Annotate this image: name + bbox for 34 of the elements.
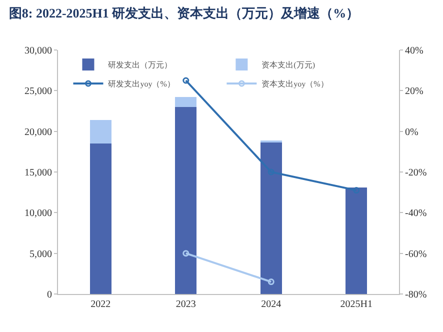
bar <box>346 187 368 294</box>
y2-tick-label: -60% <box>405 248 427 260</box>
x-tick-label: 2022 <box>90 299 111 310</box>
bar <box>175 106 197 294</box>
point <box>182 77 190 84</box>
y2-tick-label: -20% <box>405 168 427 178</box>
y2-tick-label: -40% <box>405 208 427 220</box>
legend-label: 研发支出yoy（%） <box>108 80 175 89</box>
point <box>182 250 190 257</box>
x-tick-label: 2025H1 <box>340 299 372 310</box>
legend-label: 资本支出(万元) <box>262 60 316 70</box>
y-tick-label: 5,000 <box>30 248 52 260</box>
point <box>353 187 360 194</box>
y-tick-label: 25,000 <box>24 86 52 98</box>
y2-tick-label: -80% <box>405 290 427 300</box>
legend-label: 资本支出yoy（%） <box>262 80 328 89</box>
bar <box>90 144 112 294</box>
y-tick-label: 15,000 <box>24 168 52 178</box>
y2-tick-label: 20% <box>405 86 424 98</box>
y2-tick-label: 40% <box>405 46 424 56</box>
x-tick-label: 2023 <box>176 299 196 310</box>
y-tick-label: 20,000 <box>24 126 52 138</box>
point <box>268 278 274 286</box>
bar <box>175 97 197 107</box>
y-tick-label: 30,000 <box>24 46 52 56</box>
y2-tick-label: 0% <box>405 126 418 138</box>
y-tick-label: 0 <box>47 290 52 300</box>
chart-title: 图8: 2022-2025H1 研发支出、资本支出（万元）及增速（%） <box>8 5 360 20</box>
x-tick-label: 2024 <box>261 299 282 310</box>
bar <box>260 142 282 294</box>
legend-label: 研发支出（万元） <box>108 60 172 70</box>
bar <box>90 120 112 144</box>
point <box>268 168 274 176</box>
y-tick-label: 10,000 <box>24 208 52 220</box>
